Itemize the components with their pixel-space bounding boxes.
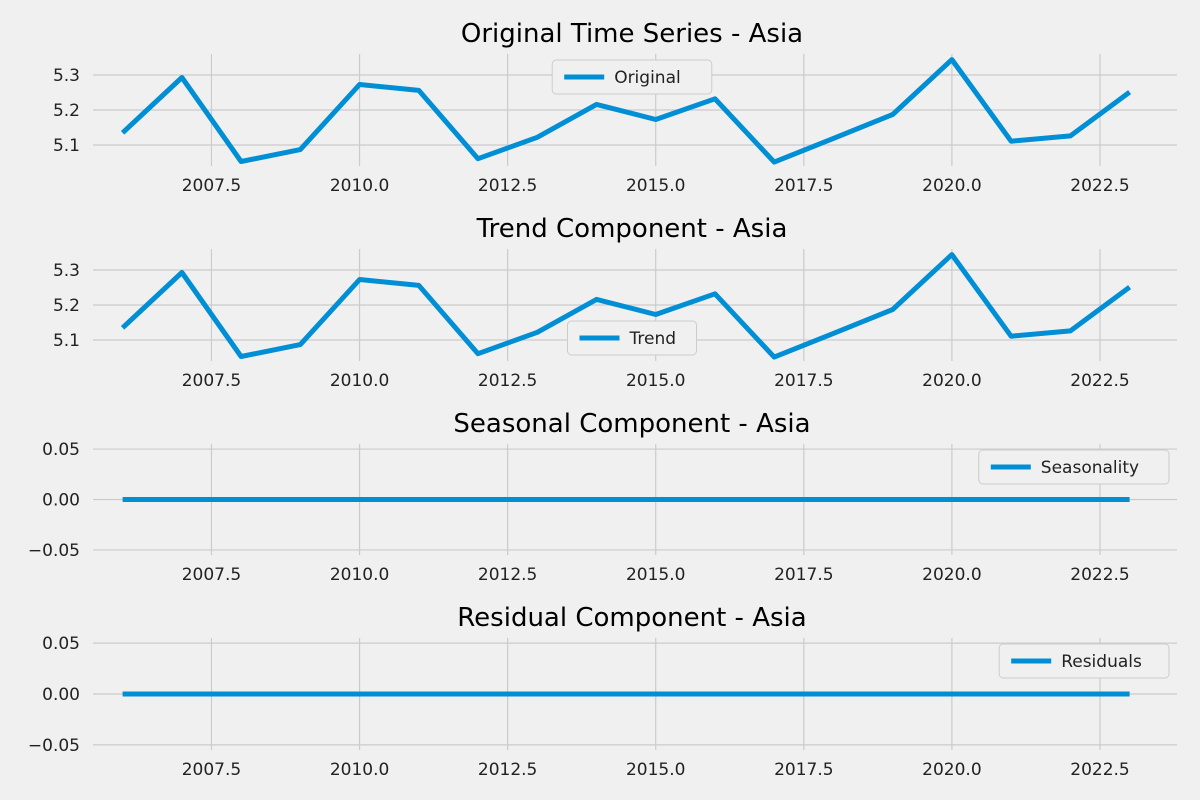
legend-label: Seasonality bbox=[1041, 458, 1139, 478]
legend: Seasonality bbox=[978, 449, 1170, 485]
series-line-trend bbox=[120, 252, 1132, 360]
x-tick-label: 2015.0 bbox=[626, 565, 685, 585]
legend-label: Original bbox=[614, 68, 681, 88]
y-tick-label: 5.1 bbox=[53, 136, 80, 156]
x-tick-label: 2010.0 bbox=[330, 176, 389, 196]
x-tick-label: 2022.5 bbox=[1070, 565, 1129, 585]
x-tick-label: 2010.0 bbox=[330, 565, 389, 585]
chart-panel-1: 2007.5 2010.0 2012.5 2015.0 2017.5 2020.0 2022… bbox=[53, 19, 1177, 196]
x-tick-label: 2022.5 bbox=[1070, 760, 1129, 780]
chart-title: Seasonal Component - Asia bbox=[453, 409, 810, 439]
legend: Original bbox=[551, 59, 713, 95]
y-tick-label: 5.2 bbox=[53, 101, 80, 121]
x-tick-label: 2007.5 bbox=[182, 176, 241, 196]
legend-frame bbox=[567, 320, 697, 356]
y-tick-label: −0.05 bbox=[28, 736, 80, 756]
y-tick-label: 0.00 bbox=[42, 685, 80, 705]
chart-panel-3: 2007.5 2010.0 2012.5 2015.0 2017.5 2020.0 2022… bbox=[28, 409, 1177, 585]
chart-title: Residual Component - Asia bbox=[457, 603, 806, 633]
x-tick-label: 2017.5 bbox=[774, 565, 833, 585]
x-tick-label: 2015.0 bbox=[626, 176, 685, 196]
y-tick-label: 5.3 bbox=[53, 261, 80, 281]
x-tick-label: 2012.5 bbox=[478, 176, 537, 196]
x-tick-label: 2007.5 bbox=[182, 760, 241, 780]
legend-label: Trend bbox=[629, 329, 677, 349]
chart-title: Trend Component - Asia bbox=[476, 214, 788, 244]
y-tick-label: 0.05 bbox=[42, 634, 80, 654]
legend-frame bbox=[551, 59, 713, 95]
legend-label: Residuals bbox=[1061, 652, 1142, 672]
legend-frame bbox=[978, 449, 1170, 485]
y-tick-label: −0.05 bbox=[28, 541, 80, 561]
y-tick-label: 0.00 bbox=[42, 491, 80, 511]
chart-title: Original Time Series - Asia bbox=[461, 19, 803, 49]
x-tick-label: 2012.5 bbox=[478, 760, 537, 780]
chart-panel-4: 2007.5 2010.0 2012.5 2015.0 2017.5 2020.0 2022… bbox=[28, 603, 1177, 780]
x-tick-label: 2017.5 bbox=[774, 760, 833, 780]
chart-panel-2: 2007.5 2010.0 2012.5 2015.0 2017.5 2020.0 2022… bbox=[53, 214, 1177, 391]
x-tick-label: 2017.5 bbox=[774, 176, 833, 196]
x-tick-label: 2007.5 bbox=[182, 371, 241, 391]
series-line-original bbox=[120, 57, 1132, 165]
x-tick-label: 2007.5 bbox=[182, 565, 241, 585]
x-tick-label: 2010.0 bbox=[330, 371, 389, 391]
x-tick-label: 2015.0 bbox=[626, 371, 685, 391]
x-tick-label: 2020.0 bbox=[922, 565, 981, 585]
y-tick-label: 5.3 bbox=[53, 66, 80, 86]
x-tick-label: 2017.5 bbox=[774, 371, 833, 391]
x-tick-label: 2020.0 bbox=[922, 371, 981, 391]
x-tick-label: 2020.0 bbox=[922, 760, 981, 780]
x-tick-label: 2012.5 bbox=[478, 371, 537, 391]
x-tick-label: 2022.5 bbox=[1070, 371, 1129, 391]
legend-frame bbox=[998, 643, 1170, 679]
y-tick-label: 5.2 bbox=[53, 296, 80, 316]
x-tick-label: 2020.0 bbox=[922, 176, 981, 196]
y-tick-label: 5.1 bbox=[53, 331, 80, 351]
legend: Residuals bbox=[998, 643, 1170, 679]
x-tick-label: 2022.5 bbox=[1070, 176, 1129, 196]
x-tick-label: 2012.5 bbox=[478, 565, 537, 585]
x-tick-label: 2015.0 bbox=[626, 760, 685, 780]
y-tick-label: 0.05 bbox=[42, 440, 80, 460]
x-tick-label: 2010.0 bbox=[330, 760, 389, 780]
legend: Trend bbox=[567, 320, 697, 356]
